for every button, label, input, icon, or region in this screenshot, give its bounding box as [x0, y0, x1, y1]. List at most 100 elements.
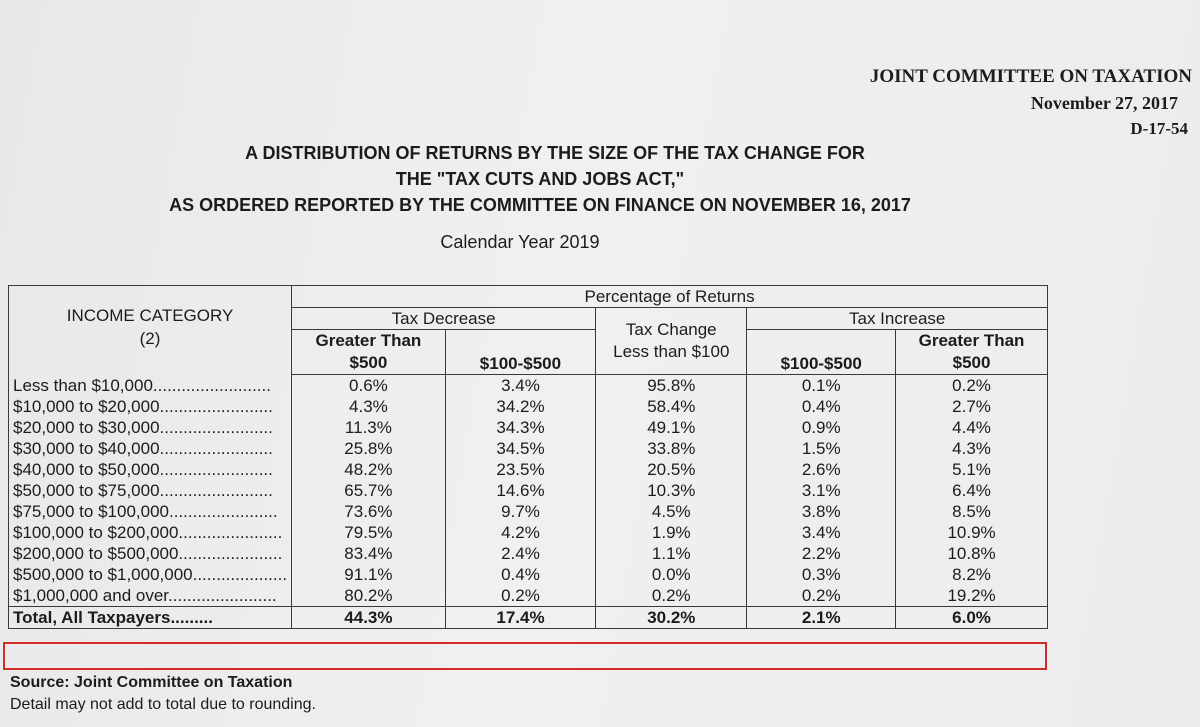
percent-cell: 4.4% — [895, 417, 1048, 438]
percent-cell: 91.1% — [291, 564, 446, 585]
percent-cell: 17.4% — [444, 606, 597, 629]
table-footer: Source: Joint Committee on Taxation Deta… — [10, 672, 316, 716]
percent-cell: 2.4% — [444, 543, 597, 564]
percent-cell: 3.4% — [746, 522, 897, 543]
title-line-2: THE "TAX CUTS AND JOBS ACT," — [395, 169, 685, 189]
percent-cell: 0.2% — [595, 585, 748, 607]
income-category-cell: $1,000,000 and over.....................… — [8, 585, 293, 607]
table-row: Less than $10,000.......................… — [8, 374, 1048, 396]
percent-cell: 10.3% — [595, 480, 748, 501]
table-row: $50,000 to $75,000......................… — [8, 480, 1048, 501]
percent-cell: 95.8% — [595, 374, 748, 396]
percent-cell: 23.5% — [444, 459, 597, 480]
document-id: D-17-54 — [1130, 119, 1188, 138]
percent-cell: 4.2% — [444, 522, 597, 543]
percent-cell: 5.1% — [895, 459, 1048, 480]
table-row: $75,000 to $100,000.....................… — [8, 501, 1048, 522]
table-row: $10,000 to $20,000......................… — [8, 396, 1048, 417]
income-category-cell: $50,000 to $75,000......................… — [8, 480, 293, 501]
income-category-cell: $20,000 to $30,000......................… — [8, 417, 293, 438]
income-category-cell: Less than $10,000.......................… — [8, 374, 293, 396]
table-row: $1,000,000 and over.....................… — [8, 585, 1048, 607]
percent-cell: 0.3% — [746, 564, 897, 585]
percent-cell: 83.4% — [291, 543, 446, 564]
percent-cell: 48.2% — [291, 459, 446, 480]
table-row: $500,000 to $1,000,000..................… — [8, 564, 1048, 585]
percent-cell: 0.2% — [895, 374, 1048, 396]
table-row: $20,000 to $30,000......................… — [8, 417, 1048, 438]
percent-cell: 4.3% — [291, 396, 446, 417]
percent-cell: 30.2% — [595, 606, 748, 629]
distribution-table: INCOME CATEGORY (2) Percentage of Return… — [8, 285, 1048, 629]
decrease-100-500-header: $100-$500 — [445, 329, 597, 375]
percent-cell: 80.2% — [291, 585, 446, 607]
table-row: $200,000 to $500,000....................… — [8, 543, 1048, 564]
percent-cell: 10.8% — [895, 543, 1048, 564]
percent-cell: 0.1% — [746, 374, 897, 396]
percent-cell: 0.2% — [746, 585, 897, 607]
org-name: JOINT COMMITTEE ON TAXATION — [869, 66, 1192, 87]
percent-cell: 73.6% — [291, 501, 446, 522]
tax-change-header: Tax Change Less than $100 — [595, 307, 748, 375]
percent-cell: 34.5% — [444, 438, 597, 459]
percent-cell: 44.3% — [291, 606, 446, 629]
percent-cell: 0.6% — [291, 374, 446, 396]
source-note: Source: Joint Committee on Taxation — [10, 674, 293, 691]
percent-cell: 2.2% — [746, 543, 897, 564]
report-title: A DISTRIBUTION OF RETURNS BY THE SIZE OF… — [120, 140, 960, 218]
income-category-cell: Total, All Taxpayers......... — [8, 606, 293, 629]
percent-cell: 19.2% — [895, 585, 1048, 607]
increase-gt500-header: Greater Than $500 — [895, 329, 1048, 375]
total-row: Total, All Taxpayers......... 44.3% 17.4% 3… — [8, 606, 1048, 629]
table-row: $100,000 to $200,000....................… — [8, 522, 1048, 543]
income-category-header: INCOME CATEGORY (2) — [8, 285, 293, 375]
percent-cell: 65.7% — [291, 480, 446, 501]
percent-cell: 4.3% — [895, 438, 1048, 459]
percent-cell: 10.9% — [895, 522, 1048, 543]
increase-100-500-header: $100-$500 — [746, 329, 897, 375]
table-row: $40,000 to $50,000......................… — [8, 459, 1048, 480]
income-category-cell: $500,000 to $1,000,000..................… — [8, 564, 293, 585]
percent-cell: 1.9% — [595, 522, 748, 543]
rounding-note: Detail may not add to total due to round… — [10, 696, 316, 713]
title-line-3: AS ORDERED REPORTED BY THE COMMITTEE ON … — [169, 195, 911, 215]
percent-cell: 34.2% — [444, 396, 597, 417]
income-category-cell: $30,000 to $40,000......................… — [8, 438, 293, 459]
percent-cell: 3.8% — [746, 501, 897, 522]
income-category-cell: $40,000 to $50,000......................… — [8, 459, 293, 480]
percent-cell: 11.3% — [291, 417, 446, 438]
report-date: November 27, 2017 — [1030, 93, 1178, 113]
tax-decrease-header: Tax Decrease — [291, 307, 597, 330]
income-category-cell: $200,000 to $500,000....................… — [8, 543, 293, 564]
percent-cell: 0.0% — [595, 564, 748, 585]
percent-cell: 34.3% — [444, 417, 597, 438]
percentage-header: Percentage of Returns — [291, 285, 1048, 308]
title-line-1: A DISTRIBUTION OF RETURNS BY THE SIZE OF… — [245, 143, 865, 163]
percent-cell: 20.5% — [595, 459, 748, 480]
report-header: JOINT COMMITTEE ON TAXATION November 27,… — [870, 64, 1192, 142]
percent-cell: 49.1% — [595, 417, 748, 438]
calendar-year: Calendar Year 2019 — [440, 232, 600, 252]
percent-cell: 9.7% — [444, 501, 597, 522]
percent-cell: 1.1% — [595, 543, 748, 564]
percent-cell: 0.4% — [746, 396, 897, 417]
income-category-cell: $75,000 to $100,000.....................… — [8, 501, 293, 522]
percent-cell: 0.2% — [444, 585, 597, 607]
percent-cell: 1.5% — [746, 438, 897, 459]
percent-cell: 33.8% — [595, 438, 748, 459]
percent-cell: 8.5% — [895, 501, 1048, 522]
percent-cell: 25.8% — [291, 438, 446, 459]
percent-cell: 2.7% — [895, 396, 1048, 417]
table-body: Less than $10,000.......................… — [8, 374, 1048, 629]
percent-cell: 8.2% — [895, 564, 1048, 585]
percent-cell: 2.6% — [746, 459, 897, 480]
percent-cell: 6.0% — [895, 606, 1048, 629]
percent-cell: 79.5% — [291, 522, 446, 543]
total-row-highlight — [3, 642, 1047, 670]
percent-cell: 0.4% — [444, 564, 597, 585]
percent-cell: 3.4% — [444, 374, 597, 396]
percent-cell: 3.1% — [746, 480, 897, 501]
percent-cell: 0.9% — [746, 417, 897, 438]
percent-cell: 14.6% — [444, 480, 597, 501]
percent-cell: 4.5% — [595, 501, 748, 522]
